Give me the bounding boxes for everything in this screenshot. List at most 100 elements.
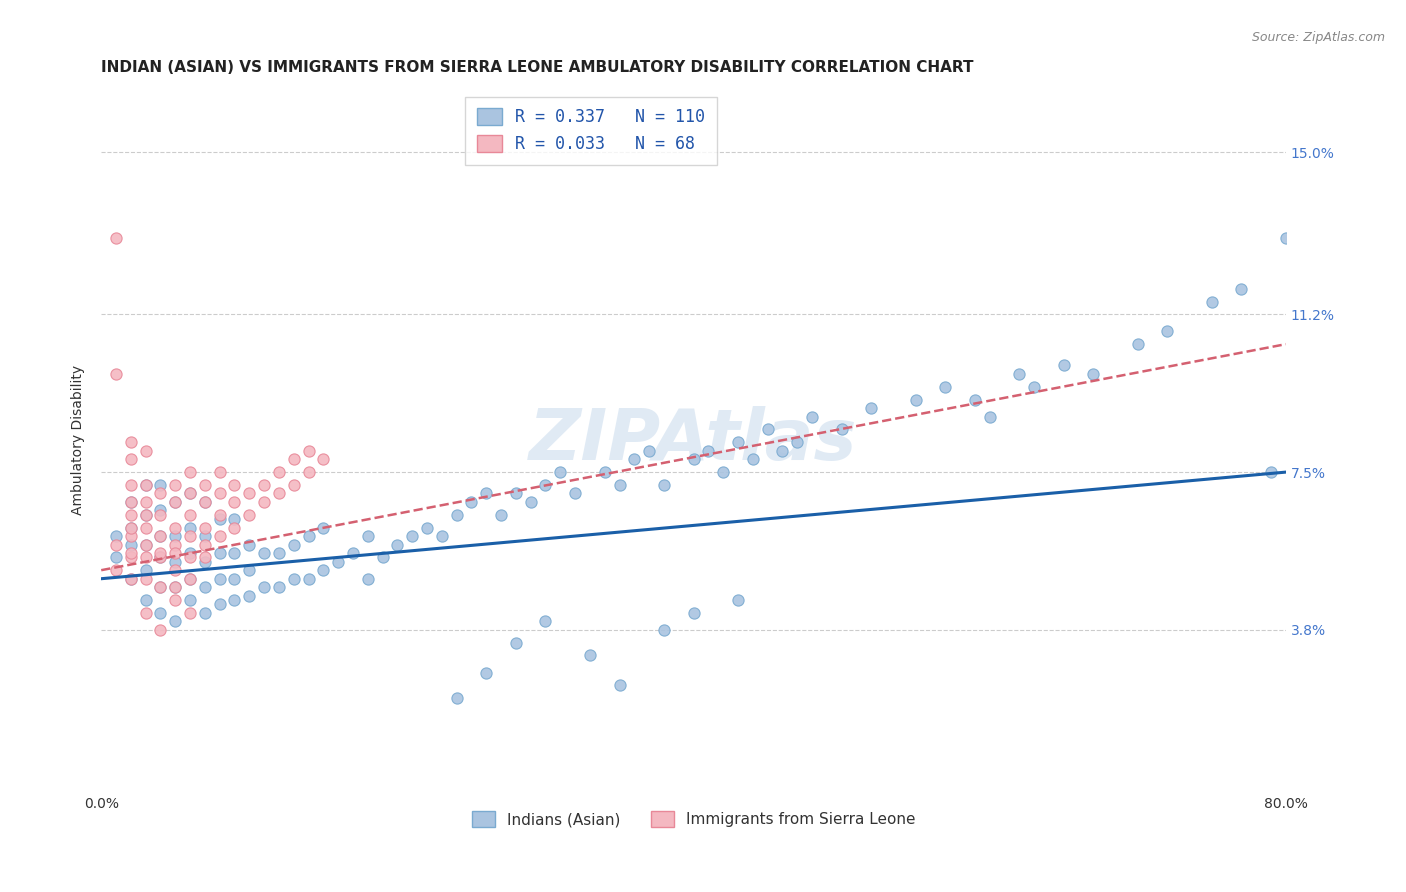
Point [105, 367, 128, 381]
Point [194, 550, 217, 565]
Point [149, 606, 172, 620]
Point [979, 409, 1001, 424]
Point [267, 465, 290, 479]
Point [149, 529, 172, 543]
Point [224, 520, 246, 534]
Point [194, 538, 217, 552]
Point [149, 623, 172, 637]
Point [194, 478, 217, 492]
Point [609, 678, 631, 692]
Point [224, 495, 246, 509]
Point [283, 572, 305, 586]
Point [267, 546, 290, 560]
Point [179, 606, 201, 620]
Point [253, 478, 276, 492]
Point [328, 555, 350, 569]
Point [105, 529, 128, 543]
Point [786, 435, 808, 450]
Text: Source: ZipAtlas.com: Source: ZipAtlas.com [1251, 31, 1385, 45]
Point [446, 691, 468, 706]
Point [1008, 367, 1031, 381]
Point [208, 512, 231, 526]
Point [534, 615, 557, 629]
Point [179, 572, 201, 586]
Point [283, 452, 305, 467]
Point [1260, 465, 1282, 479]
Point [120, 478, 142, 492]
Point [446, 508, 468, 522]
Point [194, 520, 217, 534]
Point [135, 538, 157, 552]
Point [165, 615, 187, 629]
Point [194, 606, 217, 620]
Point [179, 550, 201, 565]
Point [1083, 367, 1105, 381]
Point [756, 422, 779, 436]
Point [460, 495, 482, 509]
Point [135, 520, 157, 534]
Point [727, 593, 749, 607]
Point [135, 538, 157, 552]
Point [135, 508, 157, 522]
Point [165, 538, 187, 552]
Point [165, 580, 187, 594]
Point [120, 452, 142, 467]
Point [149, 546, 172, 560]
Point [135, 443, 157, 458]
Point [697, 443, 720, 458]
Point [165, 563, 187, 577]
Point [579, 648, 602, 663]
Point [208, 529, 231, 543]
Point [165, 495, 187, 509]
Point [179, 572, 201, 586]
Point [194, 529, 217, 543]
Point [105, 538, 128, 552]
Point [135, 478, 157, 492]
Point [652, 478, 675, 492]
Point [149, 580, 172, 594]
Point [505, 636, 527, 650]
Point [179, 465, 201, 479]
Point [238, 538, 260, 552]
Point [165, 520, 187, 534]
Point [801, 409, 824, 424]
Point [105, 230, 128, 244]
Point [238, 563, 260, 577]
Point [297, 572, 319, 586]
Point [165, 580, 187, 594]
Point [297, 529, 319, 543]
Point [120, 520, 142, 534]
Point [194, 555, 217, 569]
Point [401, 529, 423, 543]
Point [165, 546, 187, 560]
Point [208, 572, 231, 586]
Point [238, 589, 260, 603]
Point [416, 520, 439, 534]
Point [1024, 380, 1046, 394]
Point [224, 572, 246, 586]
Point [135, 572, 157, 586]
Point [179, 486, 201, 500]
Point [253, 580, 276, 594]
Point [224, 512, 246, 526]
Point [593, 465, 616, 479]
Point [297, 443, 319, 458]
Point [208, 465, 231, 479]
Point [208, 546, 231, 560]
Point [149, 508, 172, 522]
Text: INDIAN (ASIAN) VS IMMIGRANTS FROM SIERRA LEONE AMBULATORY DISABILITY CORRELATION: INDIAN (ASIAN) VS IMMIGRANTS FROM SIERRA… [101, 60, 974, 75]
Point [120, 495, 142, 509]
Point [224, 478, 246, 492]
Point [149, 503, 172, 517]
Point [105, 550, 128, 565]
Point [297, 465, 319, 479]
Point [283, 478, 305, 492]
Point [120, 572, 142, 586]
Point [770, 443, 793, 458]
Point [135, 606, 157, 620]
Point [267, 580, 290, 594]
Point [727, 435, 749, 450]
Point [105, 563, 128, 577]
Point [165, 478, 187, 492]
Point [475, 486, 498, 500]
